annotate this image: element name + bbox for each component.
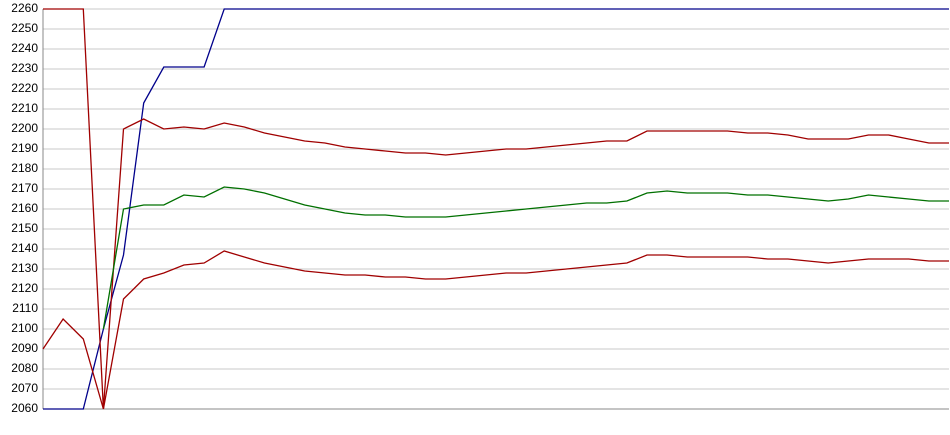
y-tick-label: 2260 xyxy=(11,1,38,15)
y-tick-label: 2240 xyxy=(11,41,38,55)
y-tick-label: 2220 xyxy=(11,81,38,95)
y-tick-label: 2140 xyxy=(11,241,38,255)
series-line xyxy=(42,250,949,410)
y-tick-label: 2060 xyxy=(11,401,38,415)
y-tick-label: 2160 xyxy=(11,201,38,215)
y-tick-label: 2150 xyxy=(11,221,38,235)
y-tick-label: 2090 xyxy=(11,341,38,355)
y-tick-label: 2210 xyxy=(11,101,38,115)
y-tick-label: 2190 xyxy=(11,141,38,155)
y-tick-label: 2130 xyxy=(11,261,38,275)
y-tick-label: 2120 xyxy=(11,281,38,295)
series-line xyxy=(102,186,949,330)
series-line xyxy=(43,8,949,410)
series-line xyxy=(43,8,949,410)
y-tick-label: 2170 xyxy=(11,181,38,195)
y-tick-label: 2180 xyxy=(11,161,38,175)
y-tick-label: 2250 xyxy=(11,21,38,35)
y-tick-label: 2070 xyxy=(11,381,38,395)
y-tick-label: 2080 xyxy=(11,361,38,375)
y-tick-label: 2230 xyxy=(11,61,38,75)
y-tick-label: 2100 xyxy=(11,321,38,335)
y-tick-label: 2110 xyxy=(12,301,38,315)
y-tick-label: 2200 xyxy=(11,121,38,135)
